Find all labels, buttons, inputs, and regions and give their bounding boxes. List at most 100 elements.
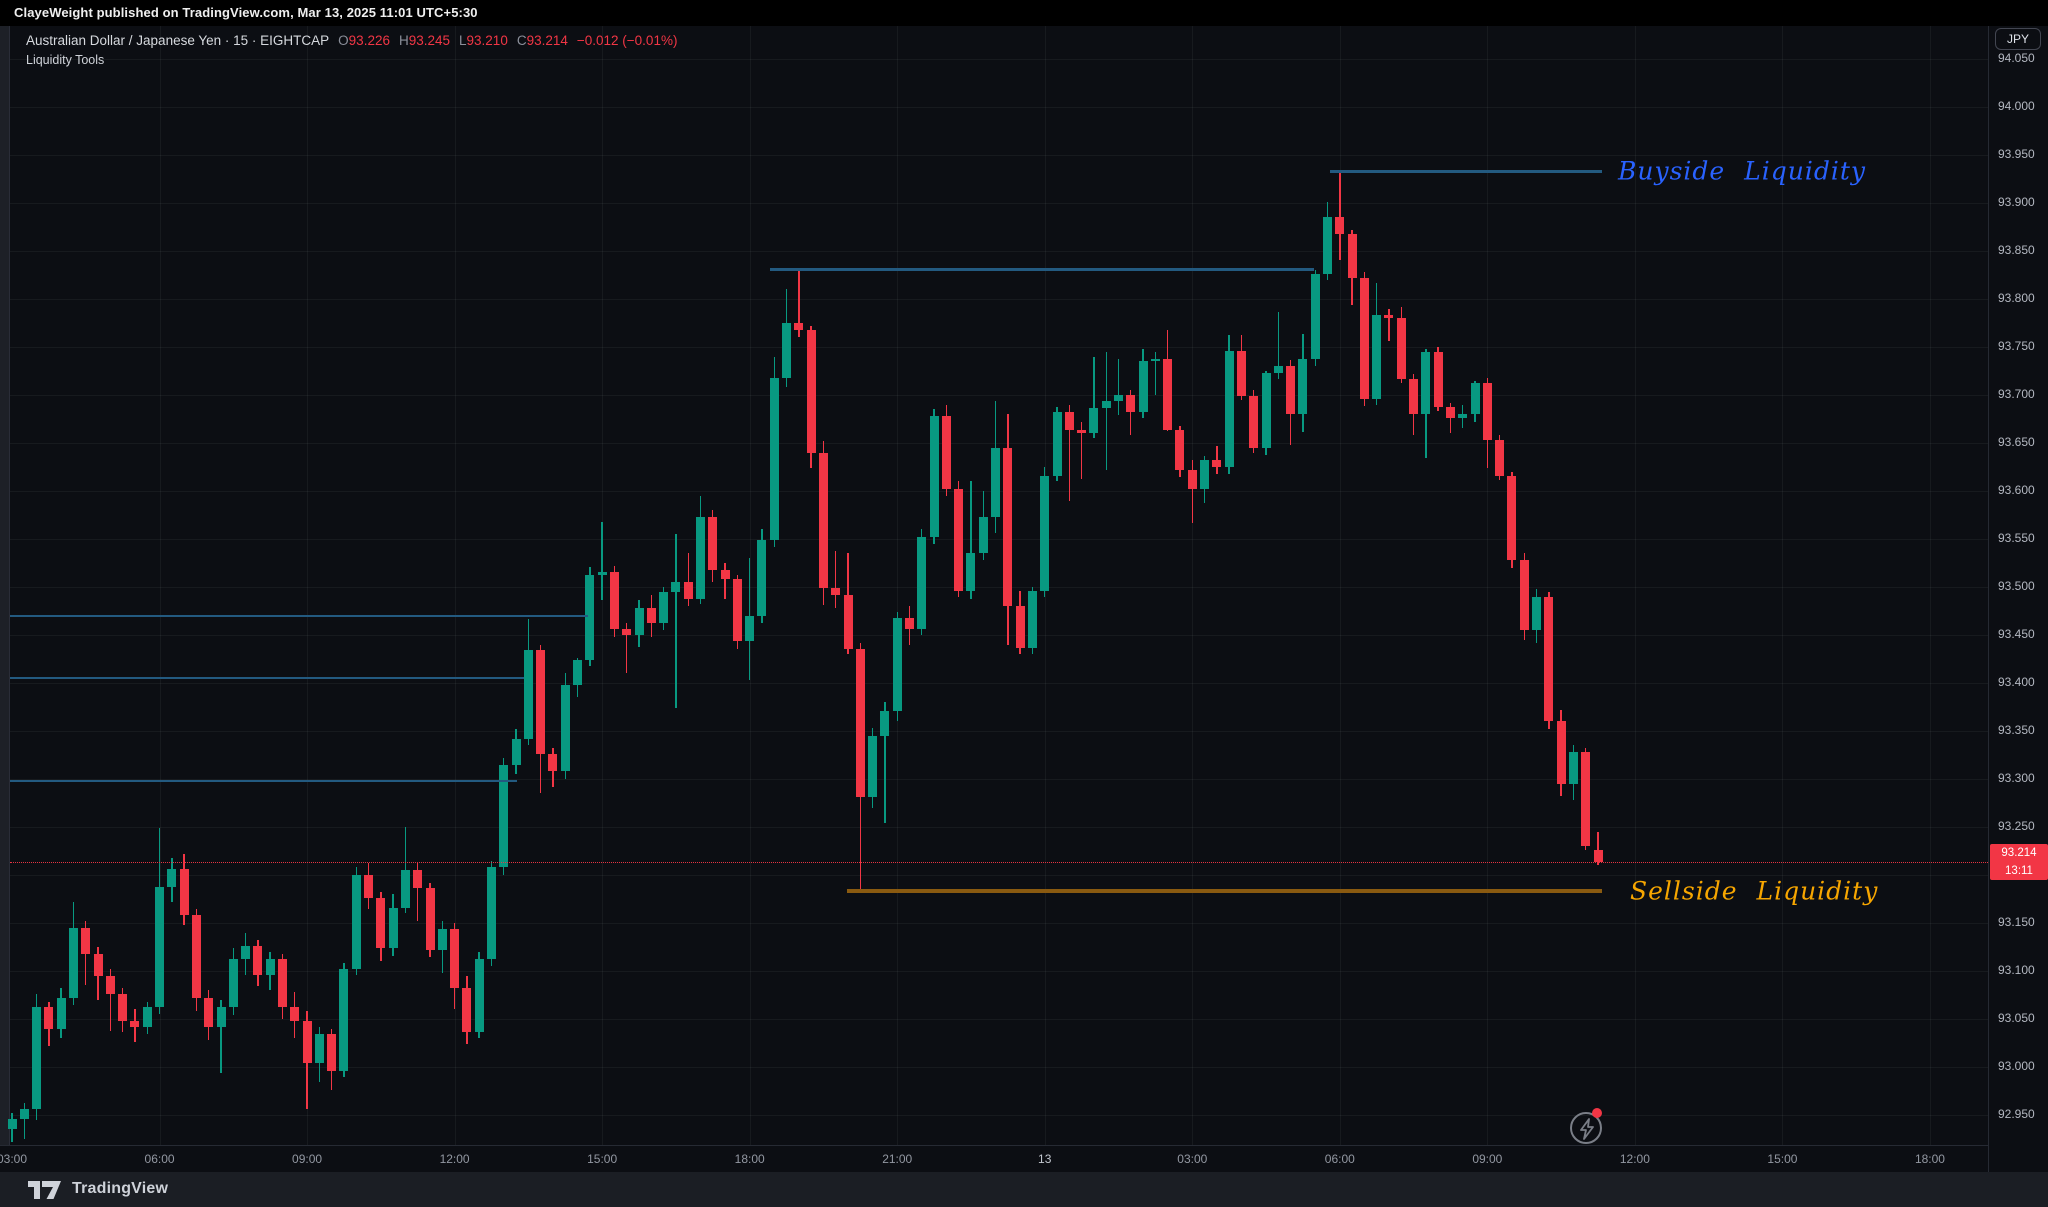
buyside-liquidity-line[interactable] bbox=[1330, 169, 1602, 173]
horizontal-gridline bbox=[10, 1019, 1988, 1020]
candle bbox=[499, 764, 509, 868]
price-axis-label: 93.250 bbox=[1998, 819, 2035, 833]
candle bbox=[991, 447, 1001, 517]
candle bbox=[1470, 383, 1480, 415]
candle bbox=[659, 591, 669, 624]
candle-wick bbox=[1216, 445, 1218, 474]
instant-trading-button[interactable] bbox=[1570, 1112, 1602, 1144]
candle bbox=[1433, 351, 1443, 407]
horizontal-gridline bbox=[10, 299, 1988, 300]
horizontal-gridline bbox=[10, 155, 1988, 156]
candle-wick bbox=[1388, 308, 1390, 342]
candle bbox=[769, 377, 779, 540]
price-axis-label: 93.350 bbox=[1998, 723, 2035, 737]
ohlc-low-label: L bbox=[459, 33, 467, 48]
candle bbox=[191, 915, 201, 998]
candle bbox=[32, 1007, 42, 1110]
candle-wick bbox=[1339, 171, 1341, 260]
candle bbox=[1568, 752, 1578, 784]
tradingview-logo-icon[interactable] bbox=[26, 1179, 64, 1201]
current-price-line bbox=[10, 861, 1988, 863]
candle bbox=[1556, 721, 1566, 784]
candle-wick bbox=[884, 702, 886, 824]
candle bbox=[1347, 233, 1357, 278]
symbol-title[interactable]: Australian Dollar / Japanese Yen · 15 · … bbox=[26, 33, 330, 48]
candle bbox=[1224, 350, 1234, 467]
candle bbox=[241, 946, 251, 960]
candle bbox=[1236, 350, 1246, 396]
candle-wick bbox=[417, 863, 419, 922]
candle bbox=[351, 875, 361, 970]
time-axis-label: 15:00 bbox=[1767, 1152, 1798, 1166]
internal-high-liquidity-line[interactable] bbox=[770, 267, 1314, 271]
sellside-liquidity-label[interactable]: Sellside Liquidity bbox=[1630, 876, 1879, 906]
candle-wick bbox=[1277, 312, 1280, 379]
candle bbox=[1126, 395, 1136, 413]
candle bbox=[1138, 361, 1148, 413]
candle bbox=[1384, 315, 1394, 319]
horizontal-gridline bbox=[10, 347, 1988, 348]
candle bbox=[204, 997, 214, 1027]
candle bbox=[671, 582, 681, 592]
horizontal-gridline bbox=[10, 635, 1988, 636]
left-level-1-liquidity-line[interactable] bbox=[10, 614, 588, 617]
candle bbox=[1581, 752, 1591, 847]
candle bbox=[425, 888, 435, 950]
candle bbox=[400, 870, 410, 908]
vertical-gridline bbox=[1782, 26, 1784, 1145]
plot-area[interactable]: Buyside Liquidity Sellside Liquidity bbox=[0, 26, 1988, 1145]
left-level-2-liquidity-line[interactable] bbox=[10, 677, 524, 680]
candle bbox=[1421, 351, 1431, 415]
candle bbox=[376, 898, 386, 948]
price-axis-label: 93.850 bbox=[1998, 243, 2035, 257]
candle bbox=[56, 997, 66, 1029]
indicator-name[interactable]: Liquidity Tools bbox=[26, 53, 105, 67]
candle-wick bbox=[1080, 421, 1083, 480]
vertical-gridline bbox=[1634, 26, 1636, 1145]
ohlc-low-value: 93.210 bbox=[466, 33, 508, 48]
horizontal-gridline bbox=[10, 731, 1988, 732]
symbol-header: Australian Dollar / Japanese Yen · 15 · … bbox=[26, 33, 677, 67]
horizontal-gridline bbox=[10, 395, 1988, 396]
candle bbox=[1323, 217, 1333, 275]
candle bbox=[831, 587, 841, 595]
time-axis[interactable]: 03:00 06:00 09:00 12:00 15:00 18:00 21:00 13 03:… bbox=[0, 1145, 1988, 1172]
tradingview-brand[interactable]: TradingView bbox=[72, 1180, 169, 1197]
price-axis[interactable]: JPY 93.214 13:11 94.050 94.000 93.950 93.90… bbox=[1988, 26, 2048, 1172]
candle bbox=[179, 869, 189, 916]
left-level-3-liquidity-line[interactable] bbox=[10, 779, 517, 782]
candle bbox=[1249, 395, 1259, 448]
candle bbox=[757, 539, 767, 616]
candle bbox=[683, 582, 693, 599]
candle bbox=[646, 608, 656, 624]
candle bbox=[806, 329, 816, 453]
candle bbox=[966, 553, 976, 591]
candle bbox=[1200, 460, 1210, 490]
candle bbox=[732, 579, 742, 641]
price-axis-label: 93.100 bbox=[1998, 963, 2035, 977]
candle bbox=[843, 594, 853, 650]
currency-badge[interactable]: JPY bbox=[1995, 28, 2041, 50]
candle-wick bbox=[1117, 359, 1120, 416]
candle bbox=[1396, 318, 1406, 379]
candle bbox=[708, 516, 718, 570]
buyside-liquidity-label[interactable]: Buyside Liquidity bbox=[1618, 156, 1867, 186]
candle bbox=[68, 927, 78, 998]
candle bbox=[917, 537, 927, 630]
chart-pane[interactable]: Buyside Liquidity Sellside Liquidity Aust… bbox=[0, 26, 2048, 1172]
ohlc-high-label: H bbox=[398, 33, 409, 48]
candle bbox=[536, 650, 546, 755]
candle bbox=[1163, 358, 1173, 430]
time-axis-label: 06:00 bbox=[144, 1152, 175, 1166]
time-axis-label: 03:00 bbox=[0, 1152, 28, 1166]
bar-countdown: 13:11 bbox=[2005, 864, 2033, 877]
candle bbox=[1335, 217, 1345, 234]
time-axis-label: 15:00 bbox=[587, 1152, 618, 1166]
candle bbox=[44, 1007, 54, 1029]
sellside-liquidity-line[interactable] bbox=[847, 889, 1602, 894]
time-axis-label: 06:00 bbox=[1324, 1152, 1355, 1166]
candle bbox=[782, 323, 792, 378]
ohlc-high-value: 93.245 bbox=[408, 33, 451, 48]
price-axis-label: 93.450 bbox=[1998, 627, 2035, 641]
